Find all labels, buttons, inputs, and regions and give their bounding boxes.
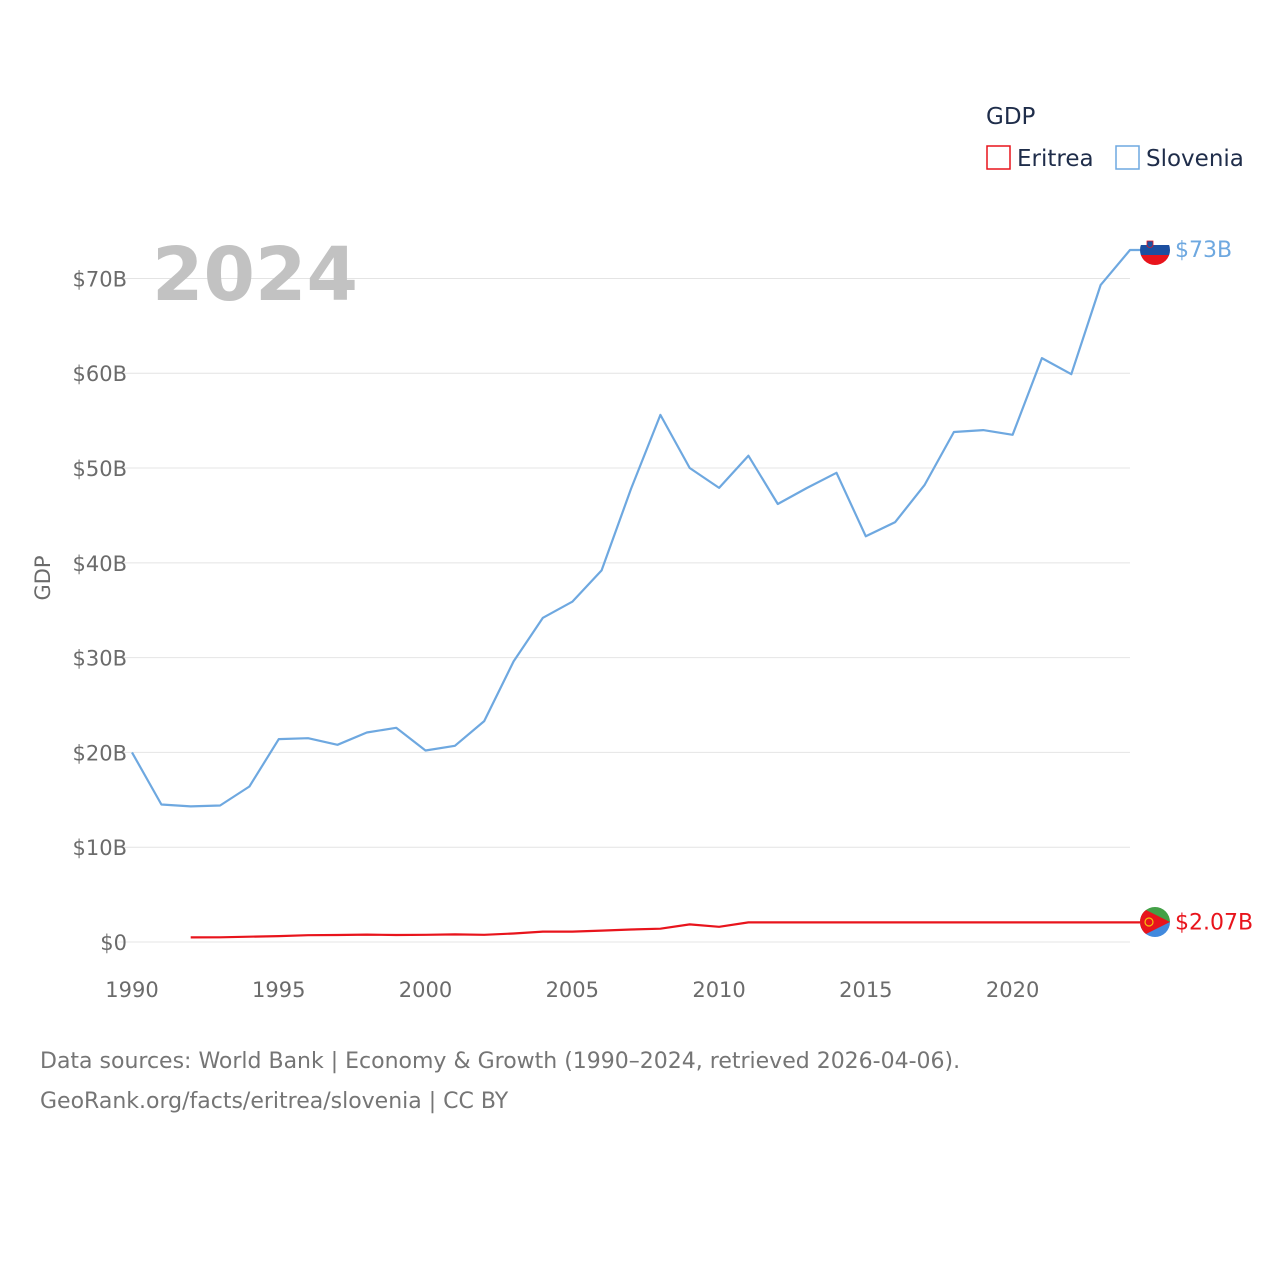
- eritrea-flag-icon: [1140, 907, 1170, 937]
- x-tick-label: 2010: [692, 978, 745, 1002]
- y-tick-label: $50B: [73, 457, 128, 481]
- end-label-slovenia: $73B: [1175, 238, 1232, 263]
- x-tick-label: 2000: [399, 978, 452, 1002]
- data-sources-text: Data sources: World Bank | Economy & Gro…: [40, 1049, 961, 1074]
- series-line-slovenia[interactable]: [131, 248, 1140, 808]
- gdp-line-chart: $0 $10B $20B $30B $40B $50B $60B $70B 1990 1995 2…: [31, 104, 1253, 1002]
- legend-swatch-slovenia: [1115, 145, 1140, 170]
- y-tick-label: $20B: [73, 741, 128, 765]
- y-tick-label: $10B: [73, 836, 128, 860]
- x-tick-label: 2005: [546, 978, 599, 1002]
- legend-title: GDP: [986, 104, 1036, 130]
- legend-item-slovenia[interactable]: Slovenia: [1115, 145, 1244, 172]
- legend-swatch-eritrea: [986, 145, 1011, 170]
- y-tick-label: $40B: [73, 552, 128, 576]
- y-tick-label: $70B: [73, 267, 128, 291]
- y-axis-label: GDP: [31, 555, 55, 600]
- end-label-eritrea: $2.07B: [1175, 910, 1253, 935]
- x-tick-label: 1990: [105, 978, 158, 1002]
- x-tick-label: 2020: [986, 978, 1039, 1002]
- series-line-eritrea[interactable]: [190, 921, 1140, 939]
- y-tick-label: $30B: [73, 647, 128, 671]
- slovenia-flag-icon: [1140, 235, 1170, 265]
- x-tick-label: 1995: [252, 978, 305, 1002]
- footer: Data sources: World Bank | Economy & Gro…: [40, 1042, 1240, 1122]
- y-tick-label: $0: [100, 931, 127, 955]
- y-tick-label: $60B: [73, 362, 128, 386]
- attribution-link[interactable]: GeoRank.org/facts/eritrea/slovenia | CC …: [40, 1089, 509, 1114]
- legend-item-eritrea[interactable]: Eritrea: [986, 145, 1094, 172]
- legend-label-eritrea: Eritrea: [1017, 146, 1094, 172]
- x-tick-label: 2015: [839, 978, 892, 1002]
- legend-label-slovenia: Slovenia: [1146, 146, 1244, 172]
- year-watermark: 2024: [152, 232, 358, 318]
